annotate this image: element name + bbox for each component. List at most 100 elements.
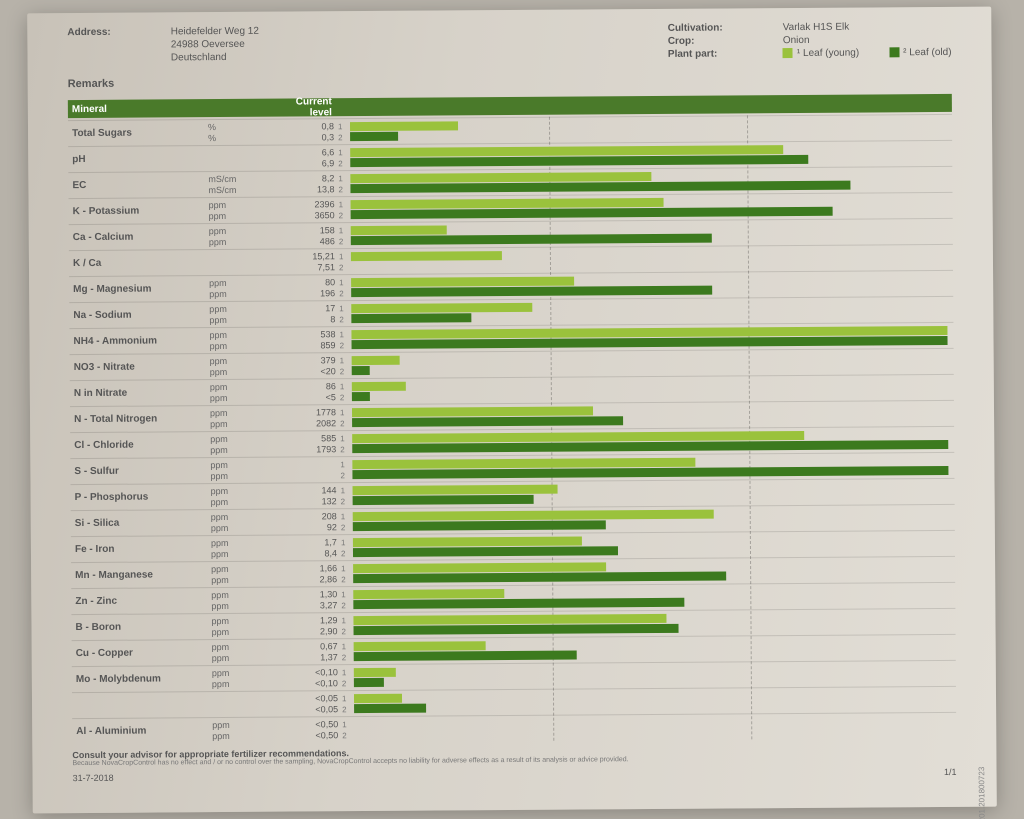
value-cell: 538859 <box>279 327 339 352</box>
value-cell: 80196 <box>279 275 339 300</box>
bar-young <box>353 485 558 495</box>
unit-cell: ppmppm <box>211 536 281 561</box>
bar-cell <box>351 323 953 352</box>
mineral-name: Total Sugars <box>68 120 208 146</box>
bar-cell <box>350 167 952 196</box>
bar-cell <box>353 505 955 534</box>
value-cell: 0,671,37 <box>282 639 342 664</box>
bar-old <box>351 286 712 298</box>
bar-cell <box>352 375 954 404</box>
unit-cell: ppmppm <box>212 666 282 691</box>
index-cell: 12 <box>340 353 352 378</box>
index-cell: 12 <box>342 639 354 664</box>
unit-cell: ppmppm <box>212 718 282 743</box>
unit-cell: ppmppm <box>211 614 281 639</box>
bar-old <box>352 416 623 427</box>
bar-cell <box>352 401 954 430</box>
mineral-name: Mg - Magnesium <box>69 276 209 302</box>
bar-old <box>350 132 398 141</box>
bar-old <box>353 546 618 557</box>
value-cell: 17782082 <box>280 405 340 430</box>
bar-young <box>351 251 502 261</box>
mineral-name: Cl - Chloride <box>70 432 210 458</box>
index-cell: 12 <box>340 431 352 456</box>
value-cell: 1,303,27 <box>281 587 341 612</box>
index-cell: 12 <box>341 509 353 534</box>
unit-cell: mS/cmmS/cm <box>208 172 278 197</box>
col-mineral: Mineral <box>68 103 208 115</box>
bar-young <box>354 641 486 651</box>
index-cell: 12 <box>339 223 351 248</box>
mineral-name: Cu - Copper <box>72 640 212 666</box>
index-cell: 12 <box>338 145 350 170</box>
index-cell: 12 <box>338 119 350 144</box>
mineral-name: K / Ca <box>69 250 209 276</box>
bar-old <box>354 704 426 714</box>
index-cell: 12 <box>340 405 352 430</box>
value-cell: 1,292,90 <box>281 613 341 638</box>
table-body: Total Sugars %% 0,80,3 12 pH 6,66,9 12 E… <box>68 114 956 744</box>
value-cell: 0,80,3 <box>278 119 338 144</box>
mineral-name: B - Boron <box>71 614 211 640</box>
report-sheet: Address: Heidefelder Weg 12 24988 Oevers… <box>27 7 997 814</box>
bar-cell <box>354 713 956 742</box>
unit-cell: ppmppm <box>209 302 279 327</box>
value-cell: 178 <box>279 301 339 326</box>
mineral-name: N - Total Nitrogen <box>70 406 210 432</box>
bar-cell <box>351 193 953 222</box>
value-cell: <0,50<0,50 <box>282 717 342 742</box>
bar-young <box>354 694 402 703</box>
value-cell: 15,217,51 <box>279 249 339 274</box>
mineral-name: pH <box>68 146 208 172</box>
value-cell: 23963650 <box>279 197 339 222</box>
mineral-name: Mn - Manganese <box>71 562 211 588</box>
address-line: 24988 Oeversee <box>171 39 259 51</box>
bar-young <box>351 303 532 313</box>
index-cell: 12 <box>341 483 353 508</box>
mineral-name: NH4 - Ammonium <box>69 328 209 354</box>
unit-cell: ppmppm <box>211 510 281 535</box>
value-cell: 86<5 <box>280 379 340 404</box>
bar-old <box>354 624 679 635</box>
bar-cell <box>354 687 956 716</box>
bar-cell <box>351 297 953 326</box>
unit-cell: ppmppm <box>211 484 281 509</box>
mineral-name: Fe - Iron <box>71 536 211 562</box>
index-cell: 12 <box>338 171 350 196</box>
report-footer: Consult your advisor for appropriate fer… <box>72 744 956 783</box>
value-cell: 1,662,86 <box>281 561 341 586</box>
bar-young <box>353 510 714 522</box>
meta-values: Varlak H1S Elk Onion ¹ Leaf (young) ² Le… <box>783 21 952 59</box>
unit-cell: ppmppm <box>209 224 279 249</box>
bar-cell <box>351 219 953 248</box>
value-cell: 144132 <box>281 483 341 508</box>
value-cell: 158486 <box>279 223 339 248</box>
bar-old <box>351 313 471 323</box>
index-cell: 12 <box>339 301 351 326</box>
index-cell: 12 <box>339 249 351 274</box>
bar-young <box>352 356 400 365</box>
value-cell: 5851793 <box>280 431 340 456</box>
report-header: Address: Heidefelder Weg 12 24988 Oevers… <box>67 21 951 64</box>
bar-old <box>353 520 606 531</box>
bar-old <box>352 392 370 401</box>
bar-cell <box>352 427 954 456</box>
bar-young <box>352 406 593 417</box>
unit-cell: ppmppm <box>210 458 280 483</box>
mineral-name: N in Nitrate <box>70 380 210 406</box>
unit-cell: ppmppm <box>209 198 279 223</box>
unit-cell <box>209 250 279 275</box>
bar-young <box>352 382 406 391</box>
bar-young <box>354 668 396 677</box>
bar-cell <box>351 271 953 300</box>
legend-old: ² Leaf (old) <box>889 47 951 58</box>
cultivation-value: Varlak H1S Elk <box>783 21 952 33</box>
index-cell: 12 <box>341 535 353 560</box>
unit-cell: ppmppm <box>210 380 280 405</box>
index-cell: 12 <box>339 327 351 352</box>
bar-cell <box>354 661 956 690</box>
plantpart-label: Plant part: <box>668 49 723 60</box>
legend-young: ¹ Leaf (young) <box>783 48 859 60</box>
mineral-name: Al - Aluminium <box>72 718 212 744</box>
unit-cell: ppmppm <box>212 640 282 665</box>
